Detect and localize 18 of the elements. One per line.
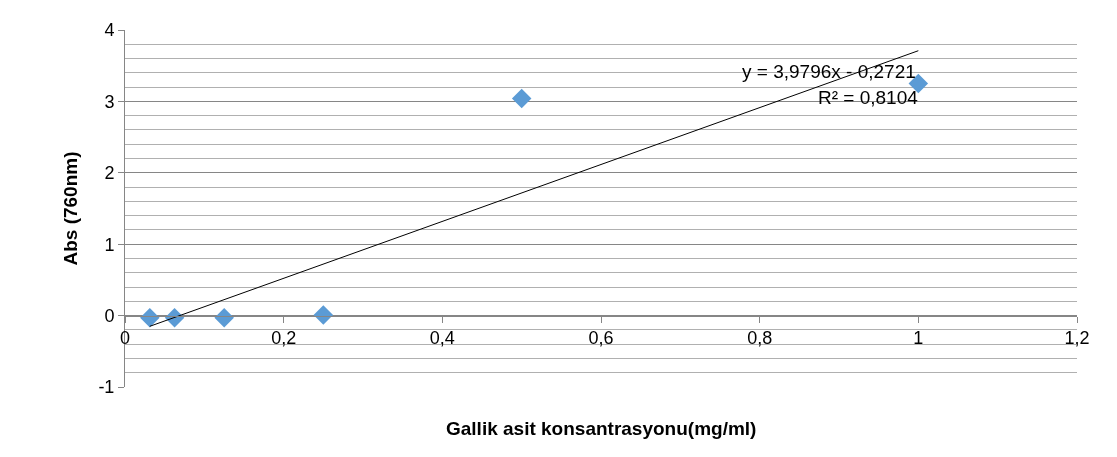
y-tick-label: 4 bbox=[104, 20, 115, 41]
annotation: R² = 0,8104 bbox=[818, 87, 919, 108]
x-axis-title: Gallik asit konsantrasyonu(mg/ml) bbox=[446, 418, 757, 439]
y-tick-label: 2 bbox=[104, 163, 115, 184]
x-tick-label: 1,2 bbox=[1064, 328, 1090, 349]
y-tick-label: 0 bbox=[104, 305, 115, 326]
annotation: y = 3,9796x - 0,2721 bbox=[742, 61, 916, 82]
x-tick-label: 0,2 bbox=[271, 328, 297, 349]
y-axis-title: Abs (760nm) bbox=[60, 151, 82, 266]
point bbox=[511, 88, 532, 109]
y-tick-label: -1 bbox=[98, 377, 115, 398]
x-tick-label: 1 bbox=[913, 328, 924, 349]
x-tick-label: 0,8 bbox=[747, 328, 773, 349]
x-tick-label: 0 bbox=[119, 328, 131, 349]
x-tick-label: 0,4 bbox=[429, 328, 455, 349]
y-tick-label: 1 bbox=[104, 234, 115, 255]
x-tick-label: 0,6 bbox=[588, 328, 614, 349]
y-tick-label: 3 bbox=[104, 91, 115, 112]
